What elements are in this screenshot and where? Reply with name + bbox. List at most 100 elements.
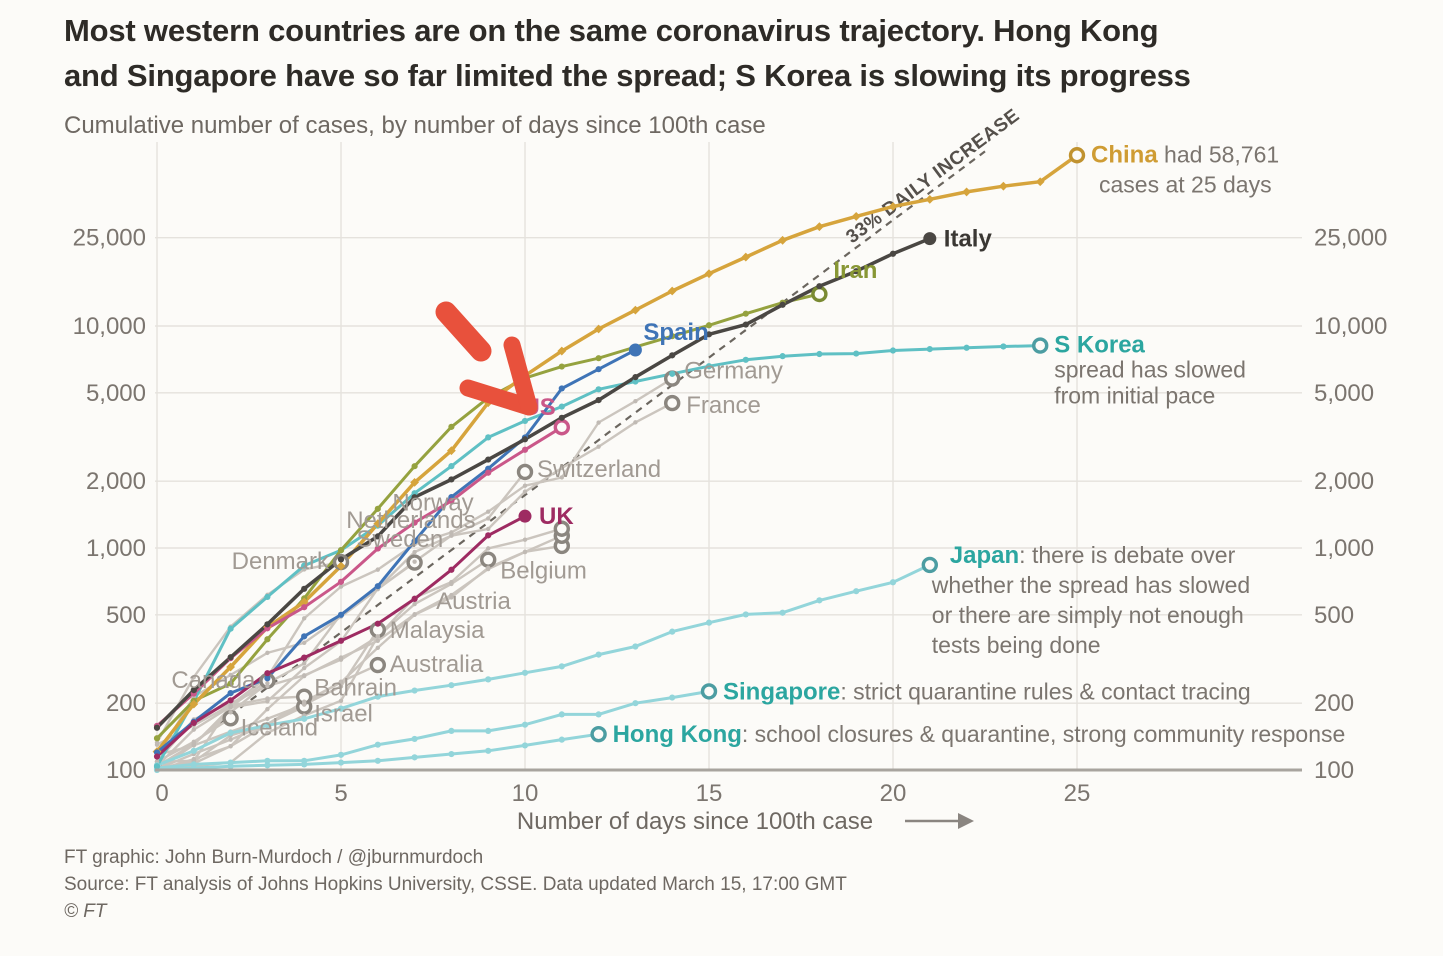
point-marker [631,305,640,315]
point-marker [704,269,714,279]
point-marker [411,538,418,545]
point-marker [228,737,233,742]
end-marker-ring [921,556,938,574]
end-marker-ring [1031,337,1049,354]
series-label-name: Hong Kong [613,721,742,748]
point-marker [228,702,233,708]
point-marker [411,754,418,761]
point-marker [375,567,380,572]
footer-copyright: © FT [64,901,107,922]
series-label-name: Spain [643,319,708,346]
series-markers-japan [153,556,938,769]
point-marker [302,616,307,621]
point-marker [485,727,492,735]
point-marker [669,628,676,635]
series-label-name: Singapore [723,678,840,705]
point-marker [265,706,270,712]
point-marker [595,355,602,362]
point-marker [264,757,271,764]
point-marker [596,420,601,425]
point-marker [853,350,860,357]
end-marker-ring [480,551,497,568]
point-marker [227,654,234,661]
point-marker [153,753,161,760]
point-marker [669,694,676,701]
point-marker [337,705,345,712]
end-marker-dot [518,509,532,523]
point-marker [448,423,455,430]
end-marker-ring [590,725,607,743]
point-marker [558,363,565,370]
point-marker [153,735,161,742]
point-marker [448,566,455,573]
point-marker [486,546,491,551]
y-tick-label-right: 5,000 [1314,380,1374,407]
series-annotation-inline: had 58,761 [1158,141,1280,167]
red-arrow-annotation [435,301,538,416]
series-label-name: Iceland [241,714,318,741]
series-label-singapore: Singapore: strict quarantine rules & con… [723,678,1251,705]
series-label-belgium: Belgium [500,558,587,585]
point-marker [374,505,381,512]
series-annotation-inline: : strict quarantine rules & contact trac… [840,678,1250,704]
series-annotation-line: from initial pace [1054,383,1215,409]
point-marker [412,612,417,617]
series-label-iceland: Iceland [241,714,318,741]
series-label-name: UK [539,503,574,530]
point-marker [301,757,308,764]
series-label-australia: Australia [390,651,484,678]
point-marker [448,463,455,470]
y-tick-label-right: 25,000 [1314,225,1387,252]
point-marker [522,537,528,542]
point-marker [853,268,860,275]
footer-source: Source: FT analysis of Johns Hopkins Uni… [64,874,847,895]
point-marker [228,710,233,715]
point-marker [301,715,308,722]
y-tick-label-left: 1,000 [86,535,146,562]
point-marker [337,759,345,766]
point-marker [449,592,454,598]
point-marker [301,604,308,611]
point-marker [448,727,455,735]
end-marker-ring [700,683,718,700]
point-marker [227,690,234,697]
y-tick-label-left: 200 [106,690,146,717]
point-marker [302,661,307,666]
red-arrow-head-right [503,336,538,416]
x-tick-label: 5 [334,780,347,807]
point-marker [191,742,196,747]
point-marker [227,680,234,687]
end-marker-ring [811,285,828,303]
point-marker [559,475,564,480]
series-line-denmark [155,560,343,744]
point-marker [337,751,345,758]
point-marker [963,344,970,351]
point-marker [374,757,381,764]
point-marker [265,681,270,686]
point-marker [595,711,602,718]
series-label-france: France [686,392,761,419]
point-marker [448,682,455,689]
point-marker [558,711,565,718]
y-tick-label-left: 5,000 [86,380,146,407]
point-marker [190,687,197,694]
end-marker-ring [664,394,681,412]
point-marker [302,699,307,704]
series-label-name: Canada [171,667,256,694]
series-label-china: China had 58,761 [1091,141,1279,168]
series-label-uk: UK [539,503,574,530]
point-marker [705,331,713,338]
y-tick-label-right: 10,000 [1314,313,1387,340]
x-axis-arrow-head [958,813,974,829]
series-markers-italy [153,232,937,731]
point-marker [264,621,271,628]
point-marker [779,301,786,308]
series-label-denmark: Denmark [232,548,330,575]
series-label-name: France [686,392,761,419]
point-marker [375,638,380,643]
series-markers-china [152,147,1086,757]
series-label-name: Malaysia [390,617,485,644]
point-marker [889,250,897,257]
point-marker [485,469,492,476]
point-marker [412,601,417,607]
